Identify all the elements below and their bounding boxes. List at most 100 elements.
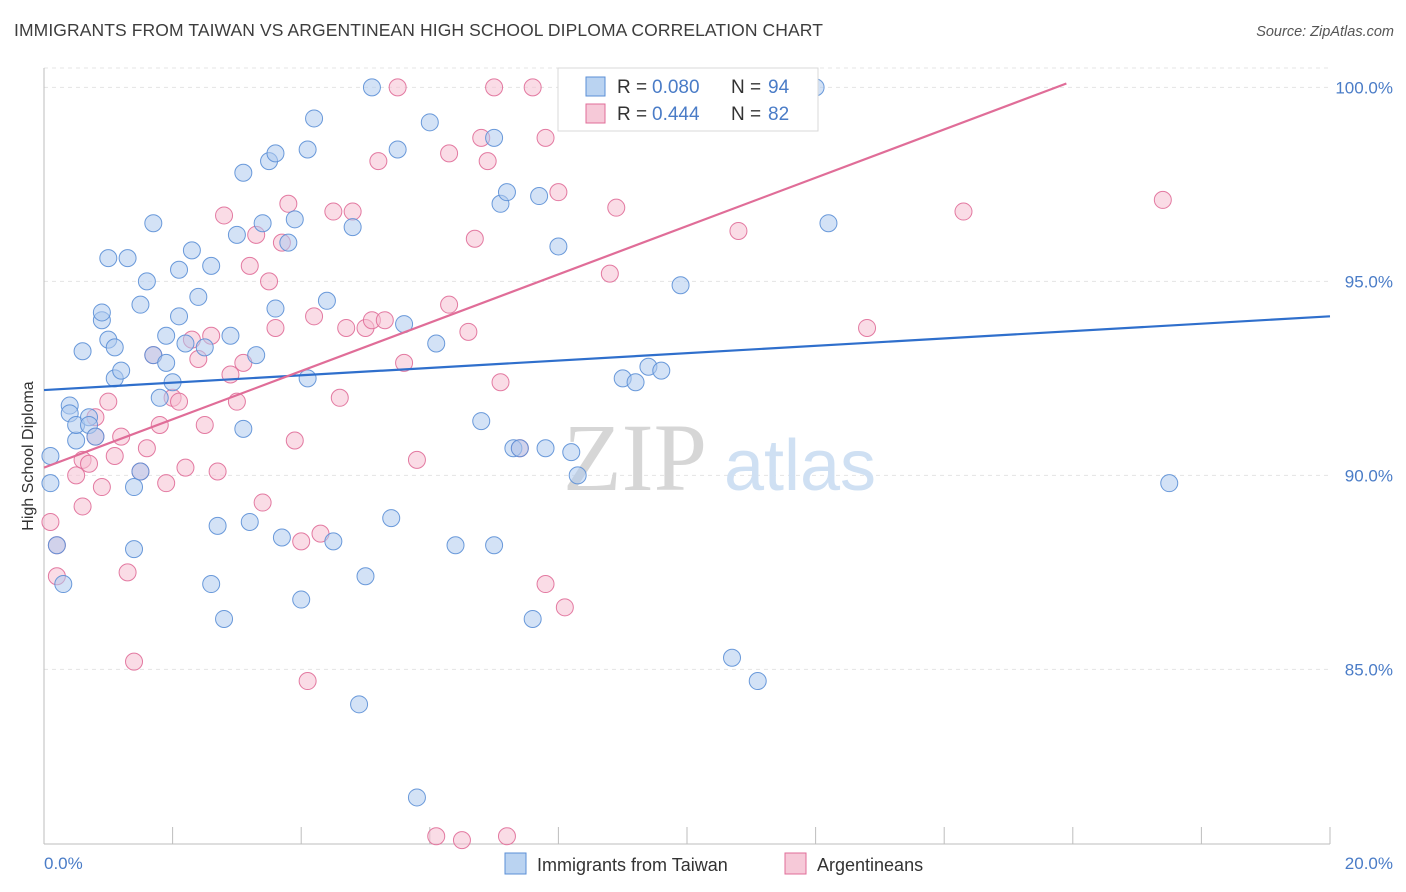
legend-swatch-taiwan — [504, 852, 527, 875]
taiwan-point — [221, 326, 240, 345]
taiwan-point — [182, 241, 201, 260]
taiwan-point — [562, 443, 581, 462]
argentinean-point — [491, 373, 510, 392]
chart-title: IMMIGRANTS FROM TAIWAN VS ARGENTINEAN HI… — [14, 20, 824, 40]
watermark: ZIP atlas — [563, 404, 876, 511]
argentinean-point — [195, 415, 214, 434]
taiwan-point — [137, 272, 156, 291]
argentinean-point — [485, 78, 504, 97]
argentinean-point — [555, 598, 574, 617]
argentinean-point — [298, 672, 317, 691]
taiwan-point — [266, 144, 285, 163]
taiwan-point — [723, 648, 742, 667]
argentinean-point — [73, 497, 92, 516]
taiwan-point — [195, 338, 214, 357]
taiwan-point — [427, 334, 446, 353]
argentinean-point — [105, 447, 124, 465]
argentinean-point — [600, 264, 619, 283]
taiwan-point — [202, 575, 221, 594]
argentinean-point — [118, 563, 137, 582]
taiwan-point — [150, 388, 169, 407]
taiwan-point — [131, 295, 150, 314]
watermark-atlas: atlas — [724, 426, 876, 506]
taiwan-point — [285, 210, 304, 229]
taiwan-point — [536, 439, 555, 458]
argentinean-point — [208, 462, 227, 481]
argentinean-point — [407, 450, 426, 469]
argentinean-point — [176, 458, 195, 477]
taiwan-point — [157, 326, 176, 345]
taiwan-point — [382, 509, 401, 528]
argentinean-point — [729, 221, 748, 240]
taiwan-point — [189, 287, 208, 306]
argentinean-point — [440, 144, 459, 163]
argentinean-point — [279, 194, 298, 213]
argentineans-trend-line — [43, 82, 1067, 469]
argentinean-point — [125, 652, 144, 671]
stats-r-label-argentineans: R = — [617, 104, 647, 125]
taiwan-point — [446, 536, 465, 555]
argentinean-point — [253, 493, 272, 512]
taiwan-point — [266, 299, 285, 318]
taiwan-point — [234, 419, 253, 438]
argentinean-point — [440, 295, 459, 314]
stats-r-value-taiwan: 0.080 — [652, 77, 700, 98]
taiwan-point — [176, 334, 195, 353]
trend-lines — [43, 82, 1331, 469]
argentinean-point — [305, 307, 324, 326]
argentinean-point — [427, 827, 446, 846]
argentinean-point — [523, 78, 542, 97]
argentinean-point — [858, 318, 877, 337]
taiwan-point — [407, 788, 426, 807]
taiwan-point — [240, 512, 259, 531]
argentinean-point — [260, 272, 279, 291]
taiwan-point — [356, 567, 375, 586]
stats-n-label-taiwan: N = — [731, 77, 761, 98]
taiwan-point — [47, 536, 66, 555]
taiwan-point — [125, 540, 144, 559]
argentinean-point — [99, 392, 118, 411]
argentinean-point — [215, 206, 234, 225]
argentinean-point — [324, 202, 343, 221]
argentinean-point — [954, 202, 973, 221]
legend-label-argentineans: Argentineans — [817, 855, 923, 875]
taiwan-point — [118, 249, 137, 268]
taiwan-point — [125, 478, 144, 497]
x-tick-label-max: 20.0% — [1345, 854, 1393, 873]
taiwan-point — [73, 342, 92, 361]
stats-swatch-taiwan — [585, 76, 606, 97]
taiwan-point — [819, 214, 838, 233]
taiwan-point — [305, 109, 324, 128]
argentinean-point — [292, 532, 311, 551]
argentinean-point — [536, 575, 555, 594]
taiwan-point — [298, 369, 317, 388]
argentinean-point — [92, 478, 111, 497]
argentinean-point — [536, 128, 555, 147]
taiwan-point — [343, 218, 362, 237]
taiwan-point — [485, 536, 504, 555]
legend-swatch-argentineans — [784, 852, 807, 875]
argentinean-point — [459, 322, 478, 341]
taiwan-point — [279, 233, 298, 252]
taiwan-point — [362, 78, 381, 97]
argentinean-point — [465, 229, 484, 248]
taiwan-point — [472, 412, 491, 431]
argentinean-point — [343, 202, 362, 221]
taiwan-point — [92, 303, 111, 322]
taiwan-point — [170, 260, 189, 279]
y-tick-labels: 85.0% 90.0% 95.0% 100.0% — [1335, 78, 1393, 679]
argentinean-point — [1153, 190, 1172, 209]
stats-n-value-argentineans: 82 — [768, 104, 789, 125]
taiwan-point — [671, 276, 690, 295]
y-tick-label: 95.0% — [1345, 272, 1393, 291]
taiwan-point — [208, 516, 227, 535]
taiwan-point — [626, 373, 645, 392]
taiwan-point — [350, 695, 369, 714]
taiwan-point — [41, 474, 60, 493]
argentinean-point — [67, 466, 86, 485]
taiwan-point — [420, 113, 439, 132]
stats-r-value-argentineans: 0.444 — [652, 104, 700, 125]
argentineans-points — [41, 78, 1172, 850]
argentinean-point — [41, 512, 60, 531]
